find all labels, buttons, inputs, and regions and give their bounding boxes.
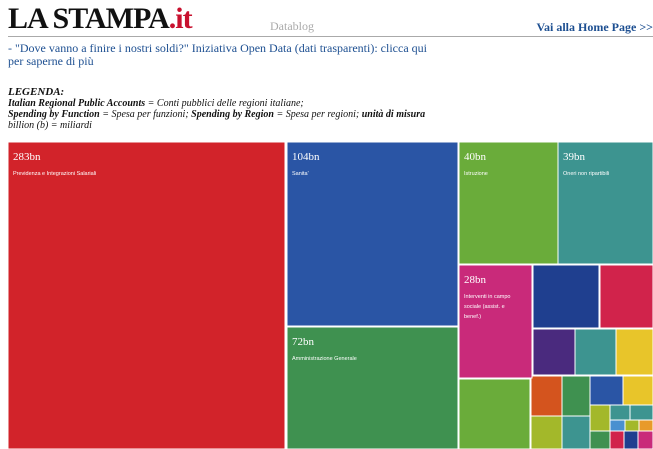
legend-text: = Conti pubblici delle regioni italiane;	[145, 98, 304, 109]
legend-text: = Spesa per funzioni;	[99, 109, 192, 120]
tile[interactable]	[589, 375, 624, 406]
logo[interactable]: LA STAMPA.it	[8, 2, 193, 36]
tile[interactable]	[629, 404, 653, 421]
tile[interactable]	[637, 430, 653, 449]
tile-value: 28bn	[464, 274, 487, 286]
tile-label: Previdenza e Integrazioni Salariali	[13, 171, 96, 177]
tile[interactable]	[458, 378, 531, 449]
tile-label: Amministrazione Generale	[292, 356, 357, 362]
tile[interactable]	[7, 141, 286, 449]
tile[interactable]	[561, 375, 591, 417]
tile[interactable]	[589, 430, 611, 449]
legend-title: LEGENDA:	[8, 86, 65, 98]
header: LA STAMPA.it Datablog Vai alla Home Page…	[8, 2, 653, 37]
tile[interactable]	[286, 326, 459, 449]
tile-label: Istruzione	[464, 171, 488, 177]
legend-text: Spending by Function	[8, 109, 100, 120]
tile[interactable]	[609, 419, 626, 432]
home-link[interactable]: Vai alla Home Page >>	[536, 20, 653, 34]
tile[interactable]	[589, 404, 611, 432]
tile-value: 104bn	[292, 151, 320, 163]
legend-text: billion (b) = miliardi	[8, 120, 92, 131]
tile[interactable]	[286, 141, 459, 327]
tile-value: 39bn	[563, 151, 586, 163]
legend-text: Italian Regional Public Accounts	[8, 98, 146, 109]
tile[interactable]	[624, 419, 640, 432]
tile[interactable]	[557, 141, 653, 265]
logo-text[interactable]: LA STAMPA	[8, 2, 170, 35]
tile[interactable]	[638, 419, 653, 432]
tile[interactable]	[530, 375, 563, 417]
tile[interactable]	[615, 328, 653, 376]
tile[interactable]	[599, 264, 653, 329]
tile[interactable]	[532, 264, 600, 329]
tile-value: 72bn	[292, 336, 315, 348]
tile[interactable]	[561, 415, 591, 449]
tile[interactable]	[623, 430, 639, 449]
tile-value: 283bn	[13, 151, 41, 163]
tile[interactable]	[530, 415, 563, 449]
intro-link[interactable]: - "Dove vanno a finire i nostri soldi?" …	[8, 41, 427, 68]
small-tiles	[458, 264, 653, 449]
tile-label: Sanita'	[292, 171, 309, 177]
legend-text: unità di misura	[361, 109, 426, 120]
tile[interactable]	[574, 328, 617, 376]
logo-suffix[interactable]: .it	[168, 2, 193, 35]
tile[interactable]	[458, 141, 559, 265]
tile[interactable]	[622, 375, 653, 406]
tile-label: Oneri non ripartibili	[563, 171, 609, 177]
tile-value: 40bn	[464, 151, 487, 163]
legend-text: Spending by Region	[191, 109, 274, 120]
legend: LEGENDA: Italian Regional Public Accounts…	[8, 86, 428, 132]
tile[interactable]	[458, 264, 533, 379]
legend-text: = Spesa per regioni;	[273, 109, 362, 120]
section-name: Datablog	[270, 19, 314, 33]
tile[interactable]	[609, 430, 625, 449]
tile-label: Interventi in campo sociale (assist. e ben…	[464, 294, 510, 320]
tile[interactable]	[532, 328, 576, 376]
tile[interactable]	[609, 404, 631, 421]
